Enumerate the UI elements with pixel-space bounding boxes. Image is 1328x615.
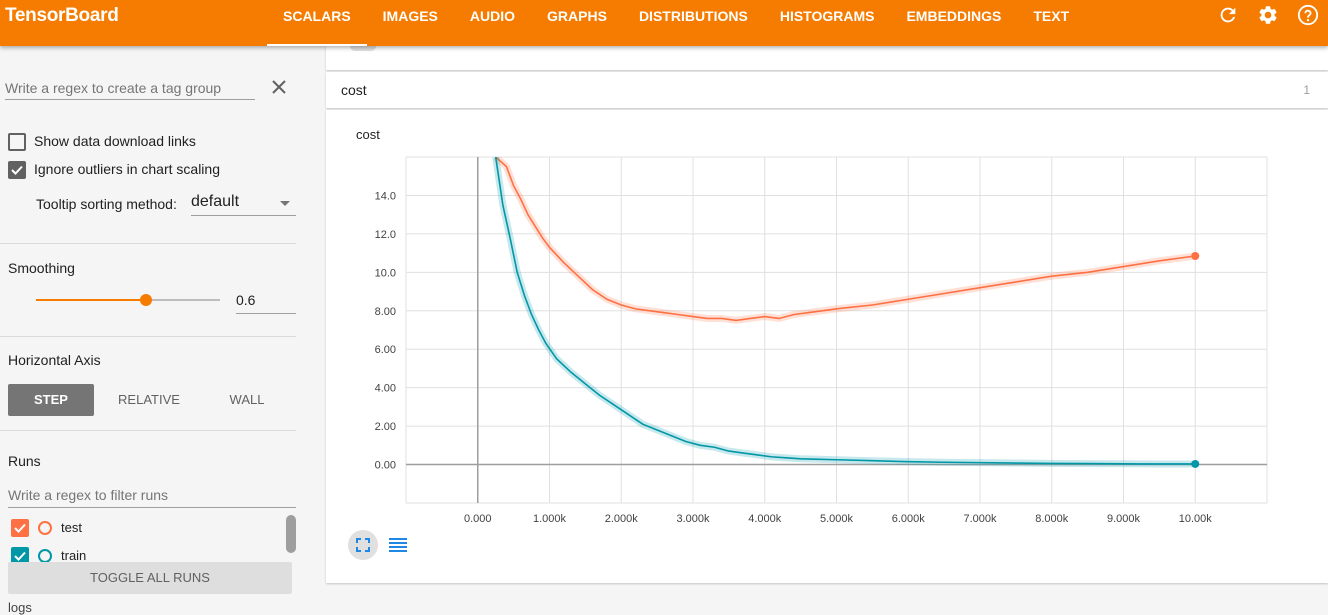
y-tick-label: 0.00: [375, 460, 396, 472]
runs-filter-input[interactable]: [8, 482, 296, 508]
smoothing-slider-fill: [36, 299, 147, 301]
smoothing-slider-thumb[interactable]: [140, 294, 153, 306]
divider: [0, 430, 296, 431]
app-title: TensorBoard: [5, 5, 119, 26]
run-name: train: [61, 548, 87, 563]
chart-title: cost: [356, 127, 380, 142]
category-header[interactable]: cost 1: [326, 72, 1328, 108]
series-line-train: [494, 157, 1196, 465]
axis-relative-button[interactable]: RELATIVE: [118, 392, 180, 407]
tab-scalars[interactable]: SCALARS: [267, 0, 367, 46]
x-tick-label: 2.000k: [605, 513, 639, 525]
series-line-test: [495, 157, 1196, 322]
ignore-outliers-label: Ignore outliers in chart scaling: [34, 161, 220, 177]
run-color-circle[interactable]: [38, 549, 52, 563]
tag-group-regex-input[interactable]: [5, 76, 255, 100]
smoothing-title: Smoothing: [8, 260, 75, 276]
axis-wall-button[interactable]: WALL: [229, 392, 265, 407]
settings-gear-icon[interactable]: [1257, 4, 1279, 26]
y-tick-label: 14.0: [375, 190, 396, 202]
runs-scrollbar[interactable]: [286, 515, 296, 553]
category-count: 1: [1303, 83, 1310, 97]
top-app-bar: TensorBoard SCALARS IMAGES AUDIO GRAPHS DIST…: [0, 0, 1328, 46]
smoothing-value-input[interactable]: 0.6: [236, 290, 296, 314]
smoothing-slider[interactable]: [36, 294, 220, 306]
help-icon[interactable]: [1297, 4, 1319, 26]
checkmark-icon: [14, 523, 26, 533]
tab-images[interactable]: IMAGES: [382, 8, 438, 24]
y-tick-label: 2.00: [375, 421, 396, 433]
x-tick-label: 7.000k: [963, 513, 997, 525]
runs-title: Runs: [8, 453, 41, 469]
close-icon[interactable]: [270, 78, 288, 96]
scalar-chart[interactable]: 0.000 1.000k 2.000k 3.000k 4.000k 5.000k 6.000…: [326, 110, 1328, 583]
previous-category-card: [326, 46, 1328, 70]
dropdown-arrow-icon: [280, 201, 290, 206]
tab-text[interactable]: TEXT: [1033, 8, 1070, 24]
expand-chart-button[interactable]: [348, 530, 378, 560]
checkmark-icon: [11, 165, 23, 175]
toggle-log-scale-button[interactable]: [383, 530, 413, 560]
y-tick-label: 12.0: [375, 229, 396, 241]
tab-audio[interactable]: AUDIO: [469, 8, 516, 24]
y-tick-label: 8.00: [375, 306, 396, 318]
y-tick-label: 10.0: [375, 267, 396, 279]
tooltip-sorting-select[interactable]: default: [191, 192, 296, 216]
axis-step-button[interactable]: STEP: [8, 384, 94, 416]
sidebar: Show data download links Ignore outliers…: [0, 46, 312, 615]
x-tick-label: 4.000k: [748, 513, 782, 525]
x-tick-label: 9.000k: [1107, 513, 1141, 525]
horizontal-axis-title: Horizontal Axis: [8, 352, 101, 368]
tab-bar: SCALARS IMAGES AUDIO GRAPHS DISTRIBUTIONS HIS…: [267, 0, 1085, 46]
show-download-links-label: Show data download links: [34, 133, 196, 149]
fullscreen-icon: [356, 538, 370, 552]
divider: [0, 243, 296, 244]
tooltip-sorting-label: Tooltip sorting method:: [36, 196, 177, 212]
tab-graphs[interactable]: GRAPHS: [547, 8, 607, 24]
collapse-handle[interactable]: [350, 46, 376, 51]
series-endpoint-test: [1191, 251, 1200, 260]
x-tick-label: 6.000k: [892, 513, 926, 525]
tab-histograms[interactable]: HISTOGRAMS: [779, 8, 875, 24]
y-tick-label: 6.00: [375, 344, 396, 356]
run-color-circle[interactable]: [38, 521, 52, 535]
checkmark-icon: [14, 551, 26, 561]
toggle-all-runs-button[interactable]: TOGGLE ALL RUNS: [8, 562, 292, 594]
show-download-links-checkbox[interactable]: [8, 133, 26, 151]
tab-embeddings[interactable]: EMBEDDINGS: [906, 8, 1002, 24]
x-tick-label: 3.000k: [676, 513, 710, 525]
x-tick-label: 10.00k: [1179, 513, 1213, 525]
run-checkbox-test[interactable]: [11, 519, 29, 537]
chart-card: cost 0.000 1.000k 2.000k 3.000k 4.000k 5.000k…: [326, 110, 1328, 583]
y-tick-label: 4.00: [375, 383, 396, 395]
run-checkbox-train[interactable]: [11, 547, 29, 565]
run-name: test: [61, 520, 82, 535]
category-name: cost: [341, 82, 367, 98]
x-tick-label: 8.000k: [1035, 513, 1069, 525]
main-content: cost 1 cost 0.000 1.000k 2.000k 3.000k 4.000…: [326, 46, 1328, 607]
tooltip-sorting-value: default: [191, 193, 240, 210]
divider: [0, 336, 296, 337]
ignore-outliers-checkbox[interactable]: [8, 161, 26, 179]
tab-distributions[interactable]: DISTRIBUTIONS: [638, 8, 748, 24]
x-tick-label: 5.000k: [820, 513, 854, 525]
series-endpoint-train: [1191, 459, 1200, 468]
x-tick-label: 0.000: [464, 513, 492, 525]
logs-label: logs: [8, 600, 32, 615]
list-icon: [389, 538, 407, 552]
refresh-icon[interactable]: [1217, 4, 1239, 26]
x-tick-label: 1.000k: [533, 513, 567, 525]
